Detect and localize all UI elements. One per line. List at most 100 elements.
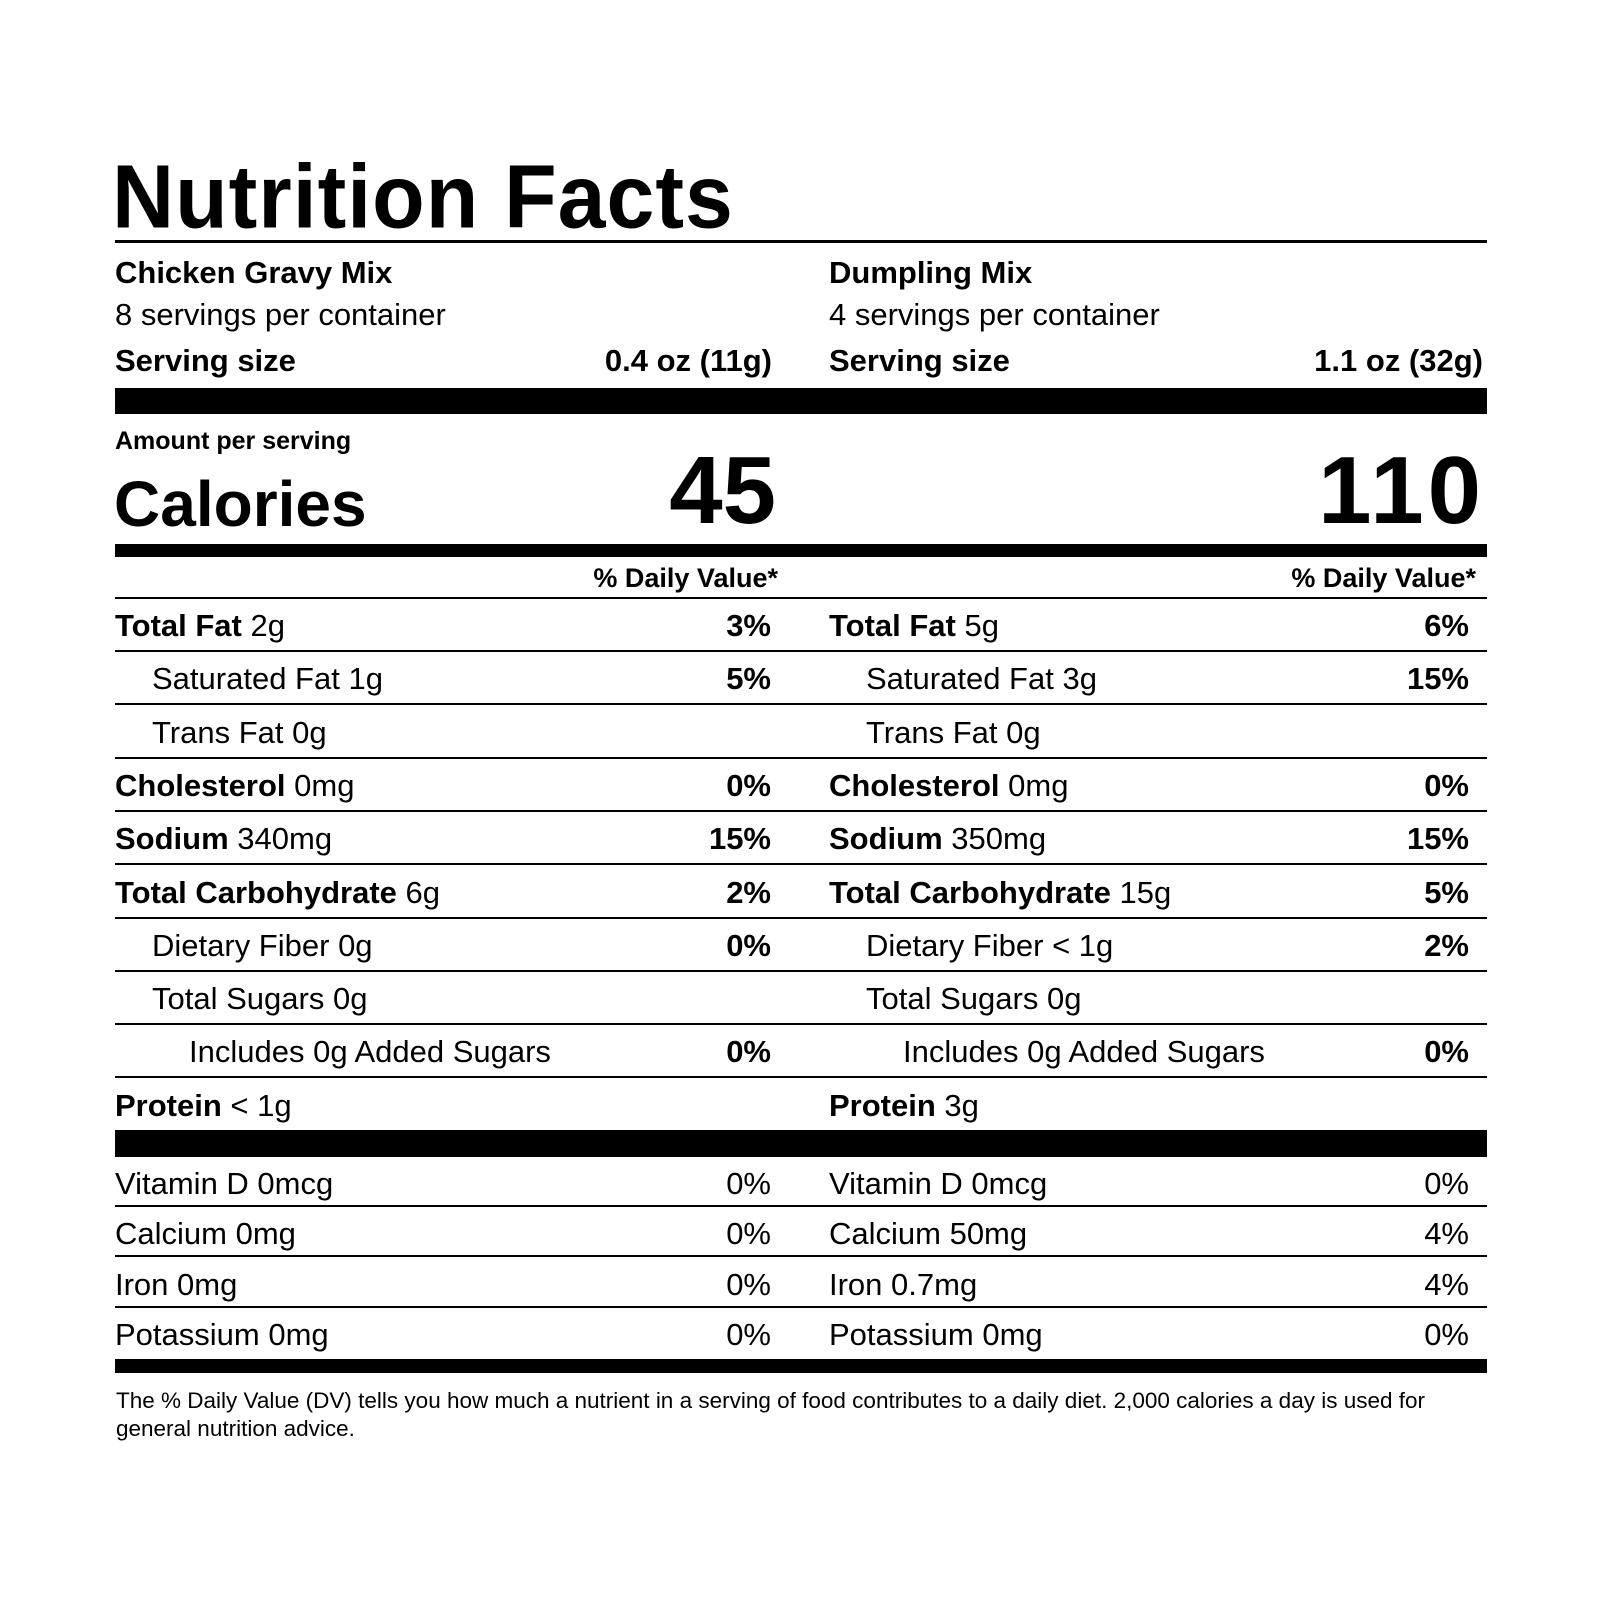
nutrient-name: Sodium: [829, 821, 943, 857]
nutrient-name: Total Fat: [115, 608, 242, 643]
nutrient-amount: 0g: [1046, 981, 1082, 1017]
nutrient-amount: 0g: [1006, 714, 1041, 750]
nutrient-row: Total Sugars 0g Total Sugars 0g: [115, 972, 1487, 1026]
nutrient-label: Includes 0g Added Sugars: [189, 1034, 551, 1070]
nutrient-daily-value: 6%: [1424, 608, 1469, 643]
vitamin-daily-value: 0%: [1424, 1316, 1469, 1352]
nutrient-amount: 2g: [250, 608, 285, 643]
daily-value-header-right: % Daily Value*: [1291, 563, 1476, 593]
nutrient-label: Dietary Fiber < 1g: [866, 928, 1113, 964]
vitamin-daily-value: 0%: [726, 1266, 771, 1302]
nutrient-name: Protein: [115, 1087, 222, 1123]
nutrient-daily-value: 15%: [1406, 821, 1469, 857]
nutrient-amount: 0mg: [1008, 767, 1069, 803]
nutrient-row: Includes 0g Added Sugars 0% Includes 0g Ad…: [115, 1025, 1487, 1079]
thick-rule-vitamins: [115, 1130, 1487, 1157]
nutrient-name: Includes 0g Added Sugars: [903, 1034, 1265, 1070]
nutrient-name: Cholesterol: [829, 767, 1000, 803]
nutrient-amount: 3g: [944, 1087, 979, 1123]
vitamin-label: Vitamin D 0mcg: [115, 1166, 334, 1201]
nutrient-name: Total Fat: [829, 608, 956, 643]
nutrient-label: Saturated Fat 3g: [866, 661, 1097, 697]
vitamin-row: Potassium 0mg 0% Potassium 0mg 0%: [115, 1308, 1487, 1358]
vitamin-daily-value: 0%: [726, 1216, 771, 1252]
nutrient-name: Protein: [829, 1087, 936, 1123]
nutrient-daily-value: 0%: [726, 1034, 771, 1070]
nutrient-daily-value: 15%: [708, 821, 771, 857]
nutrient-row: Saturated Fat 1g 5% Saturated Fat 3g 15%: [115, 652, 1487, 706]
vitamin-daily-value: 4%: [1424, 1216, 1469, 1252]
nutrient-label: Sodium 340mg: [115, 821, 332, 857]
nutrient-daily-value: 0%: [1424, 767, 1469, 803]
vitamin-row: Vitamin D 0mcg 0% Vitamin D 0mcg 0%: [115, 1157, 1487, 1207]
vitamin-daily-value: 0%: [726, 1316, 771, 1352]
product-name-left: Chicken Gravy Mix: [115, 255, 393, 290]
thick-rule-bottom: [115, 1359, 1487, 1373]
vitamin-daily-value: 4%: [1424, 1266, 1469, 1302]
vitamin-row: Iron 0mg 0% Iron 0.7mg 4%: [115, 1258, 1487, 1308]
nutrient-label: Total Sugars 0g: [152, 981, 367, 1017]
serving-size-value-right: 1.1 oz (32g): [1314, 343, 1483, 378]
nutrient-amount: 0g: [332, 981, 368, 1017]
nutrient-label: Saturated Fat 1g: [152, 661, 383, 697]
nutrient-amount: 1g: [348, 661, 383, 697]
thick-rule-top: [115, 388, 1487, 414]
calories-value-right: 110: [1318, 437, 1485, 544]
calories-rule: [115, 544, 1487, 557]
nutrient-name: Total Carbohydrate: [829, 874, 1111, 910]
nutrient-name: Trans Fat: [152, 714, 284, 750]
nutrient-amount: 15g: [1119, 874, 1172, 910]
nutrient-name: Total Sugars: [152, 981, 325, 1017]
nutrient-name: Sodium: [115, 821, 229, 857]
nutrient-daily-value: 5%: [726, 661, 771, 697]
nutrient-name: Saturated Fat: [152, 661, 340, 697]
nutrient-daily-value: 2%: [726, 874, 771, 910]
nutrient-label: Total Sugars 0g: [866, 981, 1081, 1017]
vitamin-daily-value: 0%: [1424, 1166, 1469, 1201]
nutrient-name: Saturated Fat: [866, 661, 1054, 697]
serving-size-value-left: 0.4 oz (11g): [604, 343, 772, 378]
vitamin-label: Calcium 0mg: [115, 1216, 296, 1252]
nutrient-label: Total Fat 2g: [115, 608, 285, 644]
nutrient-row: Cholesterol 0mg 0% Cholesterol 0mg 0%: [115, 759, 1487, 812]
vitamin-label: Potassium 0mg: [829, 1316, 1043, 1352]
nutrient-amount: 0mg: [294, 767, 355, 803]
nutrient-daily-value: 0%: [726, 927, 771, 963]
servings-left: 8 servings per container: [115, 297, 446, 332]
serving-size-label-left: Serving size: [115, 343, 296, 378]
nutrient-amount: 5g: [964, 608, 999, 643]
nutrient-amount: 350mg: [951, 821, 1047, 857]
nutrient-label: Sodium 350mg: [829, 821, 1046, 857]
nutrient-amount: 0g: [292, 714, 327, 750]
vitamin-label: Iron 0.7mg: [829, 1266, 978, 1302]
nutrient-name: Trans Fat: [866, 714, 998, 750]
vitamin-daily-value: 0%: [726, 1166, 771, 1201]
vitamin-label: Calcium 50mg: [829, 1216, 1028, 1252]
nutrient-amount: 0g: [338, 927, 373, 963]
label-title: Nutrition Facts: [112, 146, 734, 248]
nutrient-row: Dietary Fiber 0g 0% Dietary Fiber < 1g 2%: [115, 919, 1487, 972]
nutrient-row: Total Fat 2g 3% Total Fat 5g 6%: [115, 599, 1487, 652]
nutrient-label: Trans Fat 0g: [152, 715, 327, 751]
vitamin-label: Vitamin D 0mcg: [829, 1166, 1048, 1201]
nutrient-label: Dietary Fiber 0g: [152, 928, 373, 964]
nutrient-name: Includes 0g Added Sugars: [189, 1034, 551, 1070]
nutrient-row: Protein < 1g Protein 3g: [115, 1079, 1487, 1132]
nutrient-label: Protein 3g: [829, 1088, 979, 1124]
footnote: The % Daily Value (DV) tells you how muc…: [116, 1388, 1426, 1441]
header-rule: [115, 597, 1487, 599]
nutrient-amount: 6g: [405, 874, 441, 910]
calories-value-left: 45: [669, 437, 776, 544]
nutrient-daily-value: 5%: [1424, 874, 1469, 910]
nutrient-daily-value: 0%: [726, 767, 771, 803]
nutrient-label: Protein < 1g: [115, 1088, 292, 1124]
nutrient-label: Total Fat 5g: [829, 608, 999, 644]
vitamin-label: Iron 0mg: [115, 1266, 238, 1302]
nutrient-label: Total Carbohydrate 6g: [115, 875, 440, 911]
nutrient-name: Total Sugars: [866, 981, 1039, 1017]
nutrient-row: Sodium 340mg 15% Sodium 350mg 15%: [115, 812, 1487, 866]
nutrient-daily-value: 3%: [726, 608, 771, 643]
nutrient-row: Trans Fat 0g Trans Fat 0g: [115, 706, 1487, 759]
daily-value-header-left: % Daily Value*: [593, 563, 778, 593]
calories-label: Calories: [114, 468, 367, 540]
